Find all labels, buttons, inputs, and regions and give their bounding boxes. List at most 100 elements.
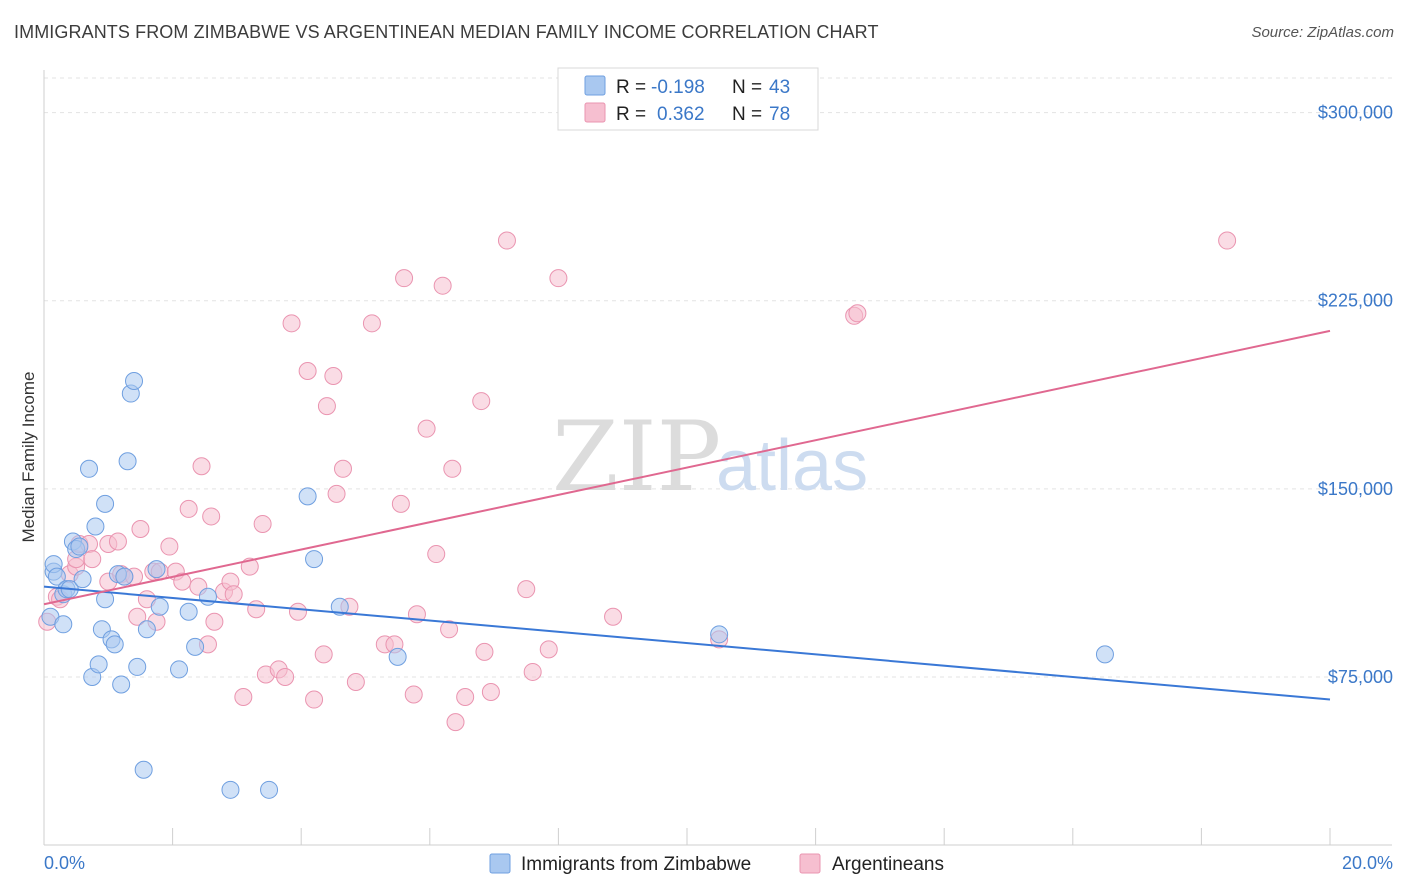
zimbabwe-point xyxy=(137,620,156,639)
chart-title: IMMIGRANTS FROM ZIMBABWE VS ARGENTINEAN … xyxy=(14,22,879,42)
y-tick-label: $300,000 xyxy=(1318,103,1393,123)
zimbabwe-point xyxy=(70,537,89,556)
y-axis-tick-labels: $75,000 $150,000 $225,000 $300,000 xyxy=(1318,103,1393,687)
argentineans-point xyxy=(108,532,127,551)
zimbabwe-point xyxy=(47,567,66,586)
argentineans-point xyxy=(395,269,414,288)
argentineans-point xyxy=(362,314,381,333)
zimbabwe-point xyxy=(330,597,349,616)
argentineans-point xyxy=(192,457,211,476)
argentineans-point xyxy=(305,690,324,709)
argentineans-point xyxy=(324,366,343,385)
argentineans-point xyxy=(224,585,243,604)
argentineans-point xyxy=(83,550,102,569)
argentineans-point xyxy=(549,269,568,288)
y-tick-label: $75,000 xyxy=(1328,667,1393,687)
zimbabwe-point xyxy=(221,780,240,799)
series-argentineans-points xyxy=(38,231,1237,732)
zimbabwe-point xyxy=(86,517,105,536)
argentineans-point xyxy=(173,572,192,591)
y-tick-label: $150,000 xyxy=(1318,479,1393,499)
argentineans-point xyxy=(234,688,253,707)
argentineans-point xyxy=(276,667,295,686)
argentineans-point xyxy=(440,620,459,639)
argentineans-point xyxy=(333,459,352,478)
argentineans-point xyxy=(1218,231,1237,250)
legend-r-value-zimbabwe: -0.198 xyxy=(651,77,705,98)
legend-swatch-zimbabwe xyxy=(584,75,606,96)
zimbabwe-point xyxy=(89,655,108,674)
zimbabwe-point xyxy=(150,597,169,616)
y-axis-title: Median Family Income xyxy=(19,371,38,542)
argentineans-point xyxy=(205,612,224,631)
legend-n-value-zimbabwe: 43 xyxy=(769,77,790,98)
argentineans-point xyxy=(131,519,150,538)
zimbabwe-point xyxy=(1095,645,1114,664)
legend-r-label-argentineans: R = xyxy=(616,104,646,125)
legend-n-label-zimbabwe: N = xyxy=(732,77,762,98)
argentineans-point xyxy=(472,392,491,411)
argentineans-point xyxy=(456,688,475,707)
argentineans-point xyxy=(317,397,336,416)
zimbabwe-point xyxy=(388,647,407,666)
argentineans-point xyxy=(282,314,301,333)
argentineans-point xyxy=(247,600,266,619)
source-note: Source: ZipAtlas.com xyxy=(1251,24,1394,41)
series-zimbabwe-points xyxy=(41,372,1114,799)
zimbabwe-point xyxy=(198,587,217,606)
argentineans-point xyxy=(433,276,452,295)
zimbabwe-point xyxy=(112,675,131,694)
legend-r-label-zimbabwe: R = xyxy=(616,77,646,98)
zimbabwe-point xyxy=(73,570,92,589)
legend-r-value-argentineans: 0.362 xyxy=(657,104,705,125)
bottom-legend-swatch-argentineans xyxy=(799,853,821,874)
argentineans-point xyxy=(523,662,542,681)
gridlines xyxy=(44,77,1392,678)
watermark-zip: ZIP xyxy=(552,401,721,513)
argentineans-point xyxy=(443,459,462,478)
argentineans-point xyxy=(517,580,536,599)
zimbabwe-point xyxy=(54,615,73,634)
legend-swatch-argentineans xyxy=(584,102,606,123)
legend-bottom: Immigrants from Zimbabwe Argentineans xyxy=(489,853,944,875)
argentineans-point xyxy=(604,607,623,626)
argentineans-point xyxy=(128,607,147,626)
legend-n-label-argentineans: N = xyxy=(732,104,762,125)
argentineans-point xyxy=(539,640,558,659)
argentineans-point xyxy=(288,602,307,621)
argentineans-point xyxy=(160,537,179,556)
zimbabwe-point xyxy=(134,760,153,779)
argentineans-point xyxy=(481,683,500,702)
bottom-legend-swatch-zimbabwe xyxy=(489,853,511,874)
bottom-legend-label-zimbabwe: Immigrants from Zimbabwe xyxy=(521,854,751,875)
zimbabwe-point xyxy=(125,372,144,391)
x-tick-label-max: 20.0% xyxy=(1342,853,1393,873)
y-tick-label: $225,000 xyxy=(1318,291,1393,311)
zimbabwe-point xyxy=(147,560,166,579)
zimbabwe-point xyxy=(96,494,115,513)
argentineans-point xyxy=(327,484,346,503)
zimbabwe-point xyxy=(179,602,198,621)
legend-top: R = -0.198 N = 43 R = 0.362 N = 78 xyxy=(557,67,819,131)
zimbabwe-point xyxy=(105,635,124,654)
zimbabwe-point xyxy=(128,657,147,676)
argentineans-point xyxy=(202,507,221,526)
argentineans-point xyxy=(446,713,465,732)
bottom-legend-label-argentineans: Argentineans xyxy=(832,854,944,875)
argentineans-point xyxy=(475,642,494,661)
watermark-atlas: atlas xyxy=(716,426,868,506)
argentineans-point xyxy=(253,514,272,533)
x-tick-label-min: 0.0% xyxy=(44,853,85,873)
x-axis-ticks xyxy=(43,828,1331,845)
zimbabwe-point xyxy=(80,459,99,478)
argentineans-point xyxy=(346,672,365,691)
zimbabwe-point xyxy=(710,625,729,644)
argentineans-point xyxy=(314,645,333,664)
argentineans-point xyxy=(848,304,867,323)
argentineans-point xyxy=(497,231,516,250)
argentineans-point xyxy=(427,545,446,564)
trendline-argentineans xyxy=(43,329,1331,606)
argentineans-point xyxy=(179,499,198,518)
zimbabwe-point xyxy=(305,550,324,569)
